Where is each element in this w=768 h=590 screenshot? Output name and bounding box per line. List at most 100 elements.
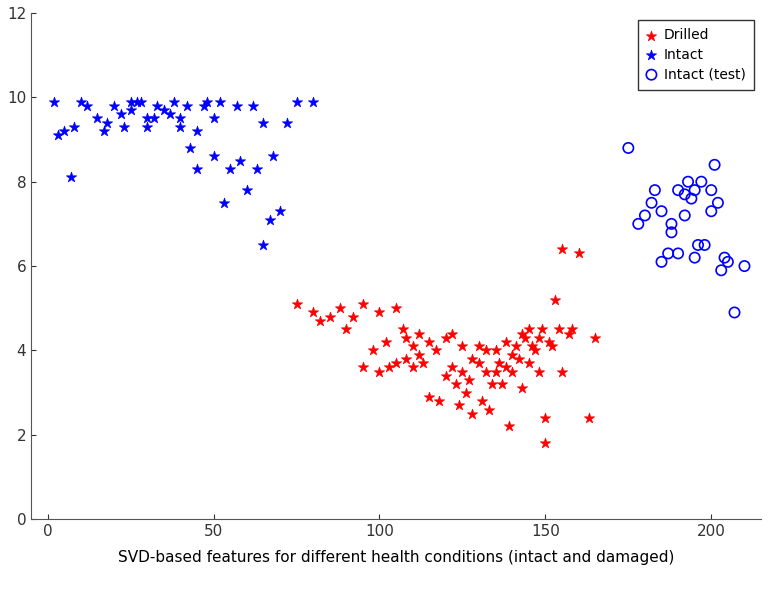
- Drilled: [516, 384, 528, 393]
- Drilled: [562, 329, 574, 338]
- Intact: [250, 165, 263, 174]
- Drilled: [456, 342, 468, 351]
- Drilled: [532, 367, 545, 376]
- Drilled: [323, 312, 336, 322]
- Intact: [290, 97, 303, 106]
- Intact (test): [679, 211, 691, 220]
- Drilled: [466, 354, 478, 363]
- Intact: [240, 185, 253, 195]
- Intact: [74, 97, 87, 106]
- Drilled: [556, 244, 568, 254]
- Drilled: [486, 379, 498, 389]
- Drilled: [509, 342, 521, 351]
- Intact (test): [728, 308, 740, 317]
- Drilled: [582, 413, 594, 422]
- Drilled: [526, 342, 538, 351]
- Drilled: [449, 379, 462, 389]
- Intact: [151, 101, 164, 110]
- Drilled: [366, 346, 379, 355]
- Drilled: [406, 342, 419, 351]
- Drilled: [373, 308, 386, 317]
- Drilled: [542, 337, 554, 347]
- Drilled: [413, 350, 425, 359]
- Intact: [257, 240, 270, 250]
- Intact (test): [679, 189, 691, 199]
- Drilled: [400, 333, 412, 343]
- Intact: [65, 173, 77, 182]
- Intact (test): [682, 177, 694, 186]
- Drilled: [356, 299, 369, 309]
- Intact: [247, 101, 260, 110]
- Drilled: [340, 324, 353, 334]
- Intact: [273, 206, 286, 216]
- Drilled: [466, 409, 478, 418]
- Drilled: [589, 333, 601, 343]
- Drilled: [390, 303, 402, 313]
- Drilled: [549, 295, 561, 304]
- Drilled: [356, 363, 369, 372]
- Intact: [114, 110, 127, 119]
- Drilled: [496, 379, 508, 389]
- Intact: [51, 130, 64, 140]
- Intact: [207, 152, 220, 161]
- Drilled: [413, 329, 425, 338]
- Intact (test): [705, 185, 717, 195]
- Drilled: [290, 299, 303, 309]
- Drilled: [416, 358, 429, 368]
- Intact: [91, 114, 104, 123]
- Intact (test): [718, 253, 730, 263]
- Drilled: [539, 413, 551, 422]
- Intact (test): [645, 198, 657, 208]
- Intact (test): [655, 257, 667, 267]
- Intact: [174, 114, 187, 123]
- Drilled: [396, 324, 409, 334]
- Intact (test): [689, 185, 701, 195]
- Intact: [141, 114, 154, 123]
- Drilled: [333, 303, 346, 313]
- Drilled: [440, 333, 452, 343]
- Intact: [48, 97, 61, 106]
- Intact: [190, 126, 203, 136]
- Intact (test): [738, 261, 750, 271]
- Intact: [124, 97, 137, 106]
- Drilled: [546, 342, 558, 351]
- Drilled: [572, 249, 584, 258]
- Intact (test): [712, 198, 724, 208]
- Intact: [81, 101, 94, 110]
- Intact (test): [689, 253, 701, 263]
- Intact: [147, 114, 160, 123]
- Intact: [68, 122, 81, 132]
- Drilled: [440, 371, 452, 381]
- Drilled: [479, 346, 492, 355]
- Drilled: [390, 358, 402, 368]
- Drilled: [499, 363, 511, 372]
- Drilled: [519, 333, 531, 343]
- Intact: [200, 97, 213, 106]
- Intact (test): [655, 206, 667, 216]
- Intact (test): [722, 257, 734, 267]
- Intact (test): [662, 249, 674, 258]
- Intact: [214, 97, 227, 106]
- Intact (test): [705, 206, 717, 216]
- Drilled: [552, 324, 564, 334]
- Drilled: [446, 329, 458, 338]
- Intact: [234, 156, 247, 165]
- Intact: [190, 165, 203, 174]
- Drilled: [433, 396, 445, 406]
- Drilled: [556, 367, 568, 376]
- Intact: [167, 97, 180, 106]
- Intact: [108, 101, 120, 110]
- Drilled: [566, 324, 578, 334]
- Drilled: [473, 358, 485, 368]
- Intact (test): [665, 228, 677, 237]
- Intact (test): [672, 249, 684, 258]
- Intact: [267, 152, 280, 161]
- Drilled: [423, 337, 435, 347]
- Intact (test): [649, 185, 661, 195]
- Intact: [264, 215, 276, 224]
- Legend: Drilled, Intact, Intact (test): Drilled, Intact, Intact (test): [637, 20, 754, 90]
- Intact: [157, 105, 170, 114]
- Intact: [58, 126, 71, 136]
- Drilled: [380, 337, 392, 347]
- Drilled: [499, 337, 511, 347]
